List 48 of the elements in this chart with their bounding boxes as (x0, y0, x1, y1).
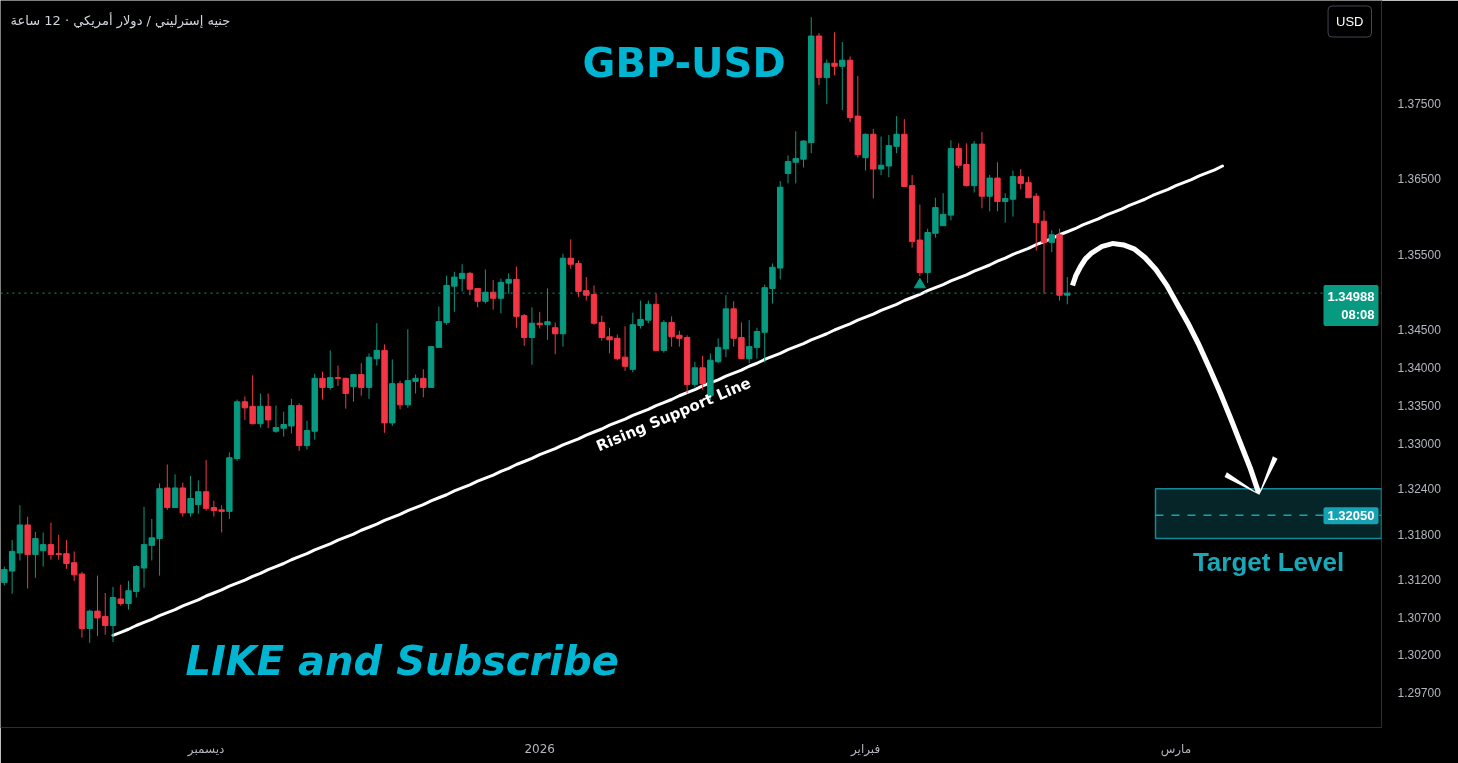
candlestick (699, 355, 706, 391)
candlestick (862, 133, 869, 172)
candlestick (528, 306, 536, 366)
x-tick-label: 2026 (524, 741, 555, 756)
y-tick-label: 1.33500 (1397, 399, 1442, 414)
candlestick (358, 362, 365, 397)
y-tick-label: 1.31200 (1397, 572, 1442, 587)
y-tick-label: 1.30200 (1397, 648, 1442, 663)
candlestick (86, 609, 93, 644)
x-tick-label: مارس (1160, 741, 1192, 757)
y-tick-label: 1.31800 (1397, 527, 1442, 542)
y-tick-label: 1.37500 (1397, 96, 1442, 111)
x-tick-label: ديسمبر (186, 741, 225, 757)
candlestick (986, 174, 993, 212)
candlestick (396, 380, 404, 410)
candlestick (994, 161, 1001, 212)
candlestick (257, 392, 264, 428)
candlestick (839, 41, 846, 111)
candlestick (164, 464, 171, 511)
candlestick (1048, 229, 1055, 253)
band-label: Target Level (1192, 546, 1345, 577)
ref-line-label: 1.32050 (1327, 508, 1375, 524)
x-tick-label: فبراير (849, 741, 881, 757)
y-tick-label: 1.34000 (1397, 361, 1442, 376)
annotation: LIKE and Subscribe (185, 637, 619, 684)
candlestick (350, 373, 357, 403)
y-tick-label: 1.32400 (1397, 482, 1442, 497)
annotation: USD (1336, 14, 1364, 29)
candlestick (327, 349, 334, 391)
y-tick-label: 1.30700 (1397, 610, 1442, 625)
candlestick (117, 584, 124, 607)
candlestick (420, 368, 427, 398)
y-tick-label: 1.29700 (1397, 686, 1442, 701)
candlestick (823, 58, 830, 105)
candlestick (319, 371, 326, 401)
ref-line-label: 1.34988 08:08 (1327, 289, 1375, 323)
y-tick-label: 1.35500 (1397, 247, 1442, 262)
y-tick-label: 1.33000 (1397, 436, 1442, 451)
text: GBP-USD (582, 39, 786, 86)
y-tick-label: 1.34500 (1397, 323, 1442, 338)
candlestick (264, 392, 272, 429)
candlestick (691, 361, 699, 388)
y-tick-label: 1.36500 (1397, 172, 1442, 187)
candlestick (552, 321, 559, 355)
candlestick (489, 279, 497, 311)
text: جنيه إسترليني / دولار أمريكي · 12 ساعة (10, 12, 231, 29)
candlestick (831, 31, 838, 76)
candlestick (171, 473, 179, 509)
